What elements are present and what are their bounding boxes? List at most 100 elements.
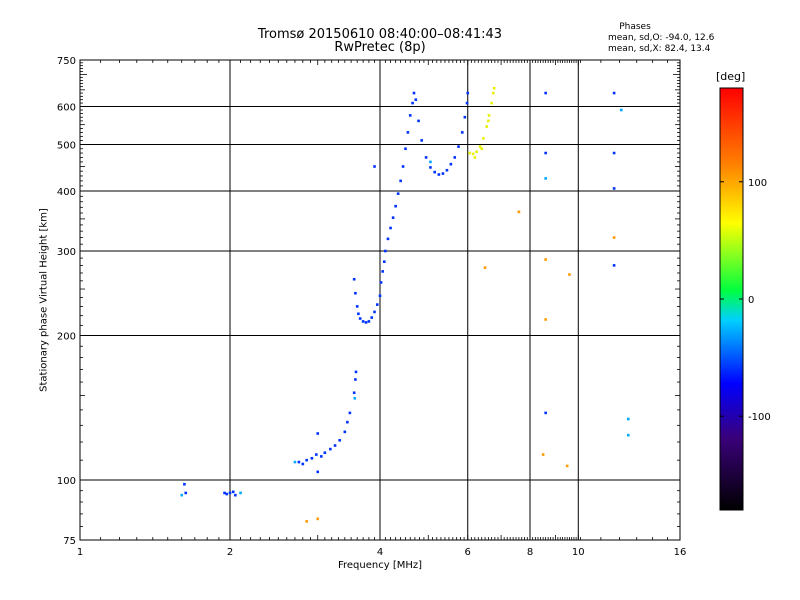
data-point (297, 460, 301, 464)
data-point (429, 160, 432, 164)
y-tick-label: 75 (63, 536, 76, 547)
data-point (314, 453, 318, 456)
x-tick-label: 16 (674, 547, 687, 558)
data-point (544, 318, 547, 321)
data-point (544, 91, 547, 95)
data-point (333, 444, 337, 447)
data-point (460, 131, 464, 134)
data-point (225, 492, 229, 496)
data-point (441, 172, 445, 175)
data-point (364, 321, 368, 324)
data-point (183, 482, 186, 486)
data-point (323, 451, 327, 455)
data-point (358, 317, 362, 320)
data-point (420, 139, 423, 142)
data-point (180, 493, 184, 497)
data-point (305, 520, 308, 523)
data-point (184, 491, 188, 495)
data-point (375, 303, 379, 306)
data-point (627, 417, 630, 421)
data-point (612, 151, 616, 155)
x-tick-label: 2 (227, 547, 233, 558)
data-point (379, 281, 383, 284)
data-point (475, 150, 478, 154)
data-point (355, 305, 359, 308)
data-point (433, 170, 436, 174)
data-point (348, 411, 352, 415)
data-point (320, 455, 323, 458)
data-point (386, 237, 390, 241)
data-point (411, 101, 414, 105)
data-point (544, 177, 547, 180)
data-point (223, 491, 226, 495)
data-point (354, 370, 358, 374)
data-point (414, 98, 418, 101)
data-point (367, 320, 371, 323)
y-tick-label: 300 (57, 247, 76, 258)
chart-title: Tromsø 20150610 08:40:00–08:41:43 (257, 27, 503, 42)
data-point (445, 168, 449, 172)
colorbar-tick-label: -100 (748, 412, 771, 423)
y-tick-label: 200 (57, 332, 76, 343)
data-point (612, 187, 616, 190)
data-point (449, 162, 453, 166)
data-point (480, 147, 484, 151)
data-point (404, 147, 407, 151)
data-point (620, 108, 623, 112)
data-point (417, 119, 420, 123)
data-point (568, 273, 571, 276)
y-tick-label: 400 (57, 187, 76, 198)
data-point (482, 137, 485, 140)
data-point (310, 456, 314, 460)
data-point (352, 391, 356, 395)
data-point (361, 320, 365, 323)
data-point (357, 312, 360, 316)
data-point (234, 493, 237, 497)
data-point (231, 490, 235, 494)
data-point (483, 266, 487, 269)
data-point (373, 310, 376, 314)
data-point (353, 397, 357, 400)
data-point (463, 115, 467, 119)
data-point (406, 131, 410, 134)
data-point (346, 420, 349, 424)
data-point (485, 125, 489, 128)
data-point (478, 145, 482, 148)
data-point (473, 156, 477, 159)
data-point (396, 192, 400, 195)
phases-x-stats: mean, sd,X: 82.4, 13.4 (608, 44, 711, 54)
data-point (429, 166, 432, 169)
data-point (466, 91, 470, 95)
data-point (370, 316, 374, 319)
colorbar-tick-label: 100 (748, 178, 767, 189)
data-point (544, 258, 547, 261)
data-point (412, 91, 416, 95)
phases-o-stats: mean, sd,O: -94.0, 12.6 (608, 33, 715, 43)
data-point (293, 460, 297, 464)
data-point (487, 119, 490, 123)
data-point (544, 411, 547, 415)
data-point (541, 453, 545, 456)
colorbar-unit-label: [deg] (716, 70, 746, 83)
data-point (544, 151, 547, 155)
data-point (612, 91, 616, 95)
data-point (457, 145, 460, 148)
data-point (301, 462, 305, 466)
colorbar-tick-label: 0 (748, 295, 754, 306)
x-tick-label: 6 (465, 547, 471, 558)
x-tick-label: 8 (527, 547, 533, 558)
data-point (468, 151, 471, 155)
data-point (329, 447, 332, 451)
data-point (465, 101, 469, 105)
data-point (389, 226, 392, 230)
data-point (228, 491, 232, 495)
y-tick-label: 500 (57, 141, 76, 152)
data-point (408, 114, 412, 117)
data-point (305, 458, 308, 462)
data-point (471, 152, 475, 156)
x-axis-label: Frequency [MHz] (337, 560, 423, 571)
data-point (487, 114, 491, 117)
data-point (565, 464, 569, 468)
data-point (394, 204, 397, 208)
